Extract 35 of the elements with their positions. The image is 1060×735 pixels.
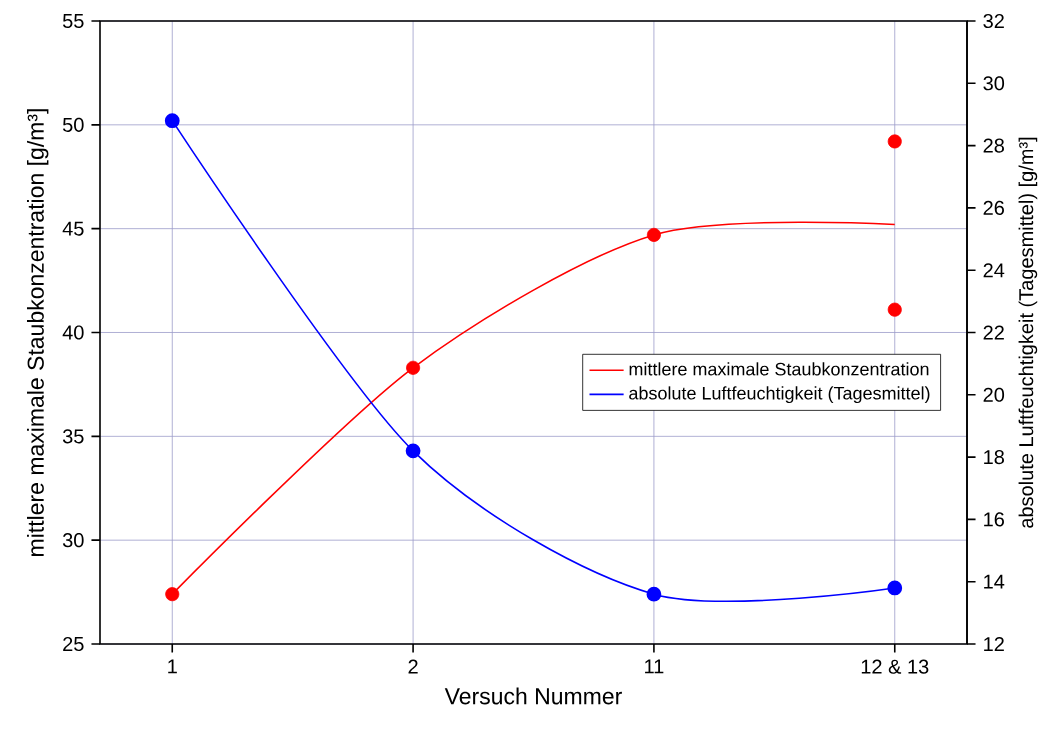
y2-tick-label: 20 bbox=[983, 387, 1005, 402]
y2-tick-label: 26 bbox=[983, 200, 1004, 215]
point bbox=[646, 227, 661, 242]
y-tick-label: 35 bbox=[62, 429, 84, 444]
point bbox=[646, 586, 662, 602]
x-tick-label: 1 bbox=[168, 659, 177, 674]
point bbox=[406, 360, 421, 375]
point bbox=[887, 580, 903, 596]
y-tick-label: 40 bbox=[62, 325, 84, 340]
y2-tick-label: 24 bbox=[983, 263, 1005, 278]
y2-tick-label: 14 bbox=[984, 574, 1005, 589]
y2-axis-title: absolute Luftfeuchtigkeit (Tagesmittel) [g/m³] bbox=[1018, 137, 1038, 528]
y-axis-title: mittlere maximale Staubkonzentration [g/m³] bbox=[27, 109, 49, 556]
x-tick-label: 12 & 13 bbox=[861, 659, 929, 674]
x-tick-label: 11 bbox=[645, 659, 664, 674]
point bbox=[164, 113, 180, 129]
y-tick-label: 50 bbox=[62, 117, 84, 132]
y2-tick-label: 16 bbox=[984, 512, 1004, 527]
y2-tick-label: 22 bbox=[983, 325, 1004, 340]
point bbox=[165, 587, 180, 602]
y2-tick-label: 28 bbox=[983, 138, 1004, 153]
x-tick-label: 2 bbox=[408, 659, 418, 674]
legend-label: absolute Luftfeuchtigkeit (Tagesmittel) bbox=[629, 386, 930, 404]
legend-label: mittlere maximale Staubkonzentration bbox=[629, 362, 929, 376]
x-axis-title: Versuch Nummer bbox=[444, 687, 622, 705]
y-tick-label: 30 bbox=[62, 533, 84, 548]
y2-tick-label: 32 bbox=[983, 13, 1004, 29]
y-tick-label: 55 bbox=[62, 14, 84, 28]
point bbox=[405, 443, 421, 459]
point bbox=[887, 134, 902, 149]
y2-tick-label: 30 bbox=[983, 76, 1005, 91]
y2-tick-label: 18 bbox=[984, 450, 1004, 465]
y-tick-label: 25 bbox=[63, 636, 84, 652]
y2-tick-label: 12 bbox=[984, 637, 1004, 651]
y-tick-label: 45 bbox=[62, 221, 84, 236]
